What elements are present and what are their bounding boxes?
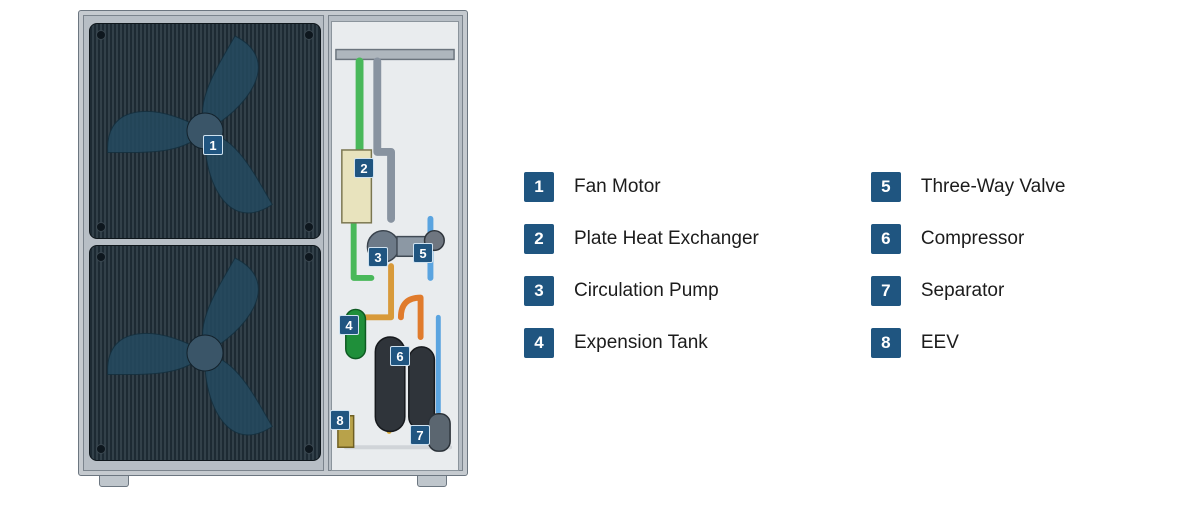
callout-badge-5: 5	[413, 243, 433, 263]
unit-foot	[97, 475, 131, 489]
callout-badge-8: 8	[330, 410, 350, 430]
callout-badge-7: 7	[410, 425, 430, 445]
callout-badge-4: 4	[339, 315, 359, 335]
legend-label: Fan Motor	[574, 176, 661, 198]
legend-number-badge: 2	[524, 224, 554, 254]
legend-item: 4 Expension Tank	[524, 328, 759, 358]
legend-col-left: 1 Fan Motor 2 Plate Heat Exchanger 3 Circulat…	[524, 172, 759, 358]
legend: 1 Fan Motor 2 Plate Heat Exchanger 3 Circulat…	[524, 172, 1066, 358]
legend-label: Compressor	[921, 228, 1024, 250]
callout-badge-6: 6	[390, 346, 410, 366]
legend-item: 1 Fan Motor	[524, 172, 759, 202]
legend-label: Separator	[921, 280, 1004, 302]
legend-number-badge: 3	[524, 276, 554, 306]
callout-layer: 1 2 3 4 5 6 7 8	[78, 10, 468, 476]
legend-col-right: 5 Three-Way Valve 6 Compressor 7 Separator 8 EE…	[871, 172, 1066, 358]
legend-number-badge: 5	[871, 172, 901, 202]
legend-label: Plate Heat Exchanger	[574, 228, 759, 250]
legend-label: Circulation Pump	[574, 280, 719, 302]
legend-label: Expension Tank	[574, 332, 708, 354]
legend-number-badge: 6	[871, 224, 901, 254]
legend-number-badge: 1	[524, 172, 554, 202]
legend-item: 2 Plate Heat Exchanger	[524, 224, 759, 254]
legend-label: Three-Way Valve	[921, 176, 1066, 198]
legend-item: 3 Circulation Pump	[524, 276, 759, 306]
legend-item: 6 Compressor	[871, 224, 1066, 254]
callout-badge-2: 2	[354, 158, 374, 178]
legend-item: 8 EEV	[871, 328, 1066, 358]
legend-number-badge: 8	[871, 328, 901, 358]
legend-number-badge: 4	[524, 328, 554, 358]
legend-label: EEV	[921, 332, 959, 354]
legend-item: 5 Three-Way Valve	[871, 172, 1066, 202]
callout-badge-1: 1	[203, 135, 223, 155]
legend-item: 7 Separator	[871, 276, 1066, 306]
unit-foot	[415, 475, 449, 489]
callout-badge-3: 3	[368, 247, 388, 267]
diagram-root: 1 2 3 4 5 6 7 8 1 Fan Motor 2 Plate Heat Exchanger…	[0, 0, 1200, 511]
legend-number-badge: 7	[871, 276, 901, 306]
